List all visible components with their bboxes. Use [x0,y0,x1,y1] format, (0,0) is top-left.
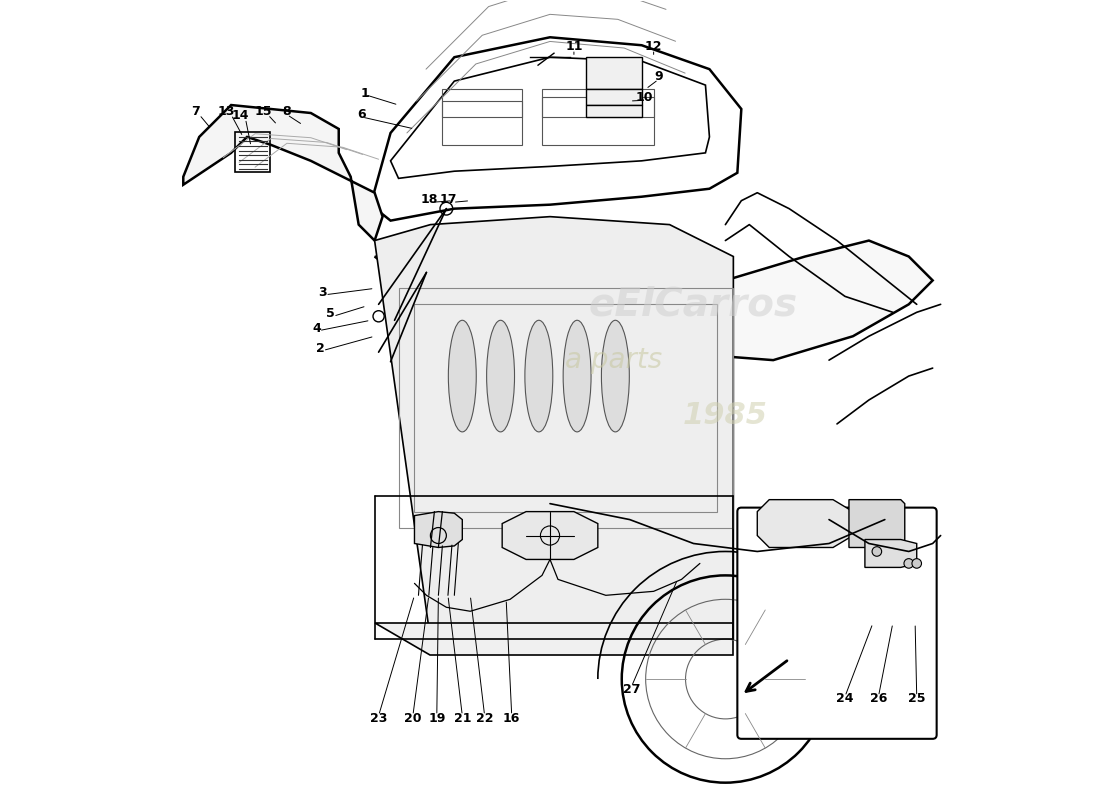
Text: 19: 19 [428,712,446,726]
Text: 13: 13 [218,105,235,118]
Text: 24: 24 [836,693,854,706]
Polygon shape [865,539,916,567]
FancyBboxPatch shape [586,105,641,117]
Polygon shape [757,500,852,547]
Text: 7: 7 [191,105,199,118]
FancyBboxPatch shape [586,57,641,89]
Text: 1: 1 [361,86,370,99]
Polygon shape [184,105,383,241]
Text: 20: 20 [404,712,421,726]
FancyBboxPatch shape [586,89,641,105]
Text: 8: 8 [283,105,292,118]
FancyBboxPatch shape [737,508,937,739]
Text: 1985: 1985 [683,402,768,430]
Text: 3: 3 [319,286,327,299]
Text: 6: 6 [358,108,366,121]
Circle shape [872,546,881,556]
Text: 26: 26 [870,693,887,706]
Text: a parts: a parts [565,346,662,374]
Text: 18: 18 [420,193,438,206]
Text: 16: 16 [503,712,520,726]
Text: 14: 14 [232,109,250,122]
Polygon shape [415,512,462,547]
Ellipse shape [486,320,515,432]
Ellipse shape [563,320,591,432]
Text: 27: 27 [623,683,640,696]
Text: 21: 21 [453,712,471,726]
Text: 9: 9 [654,70,662,83]
Text: 17: 17 [439,193,456,206]
Polygon shape [503,512,597,559]
Text: 12: 12 [645,40,662,54]
Text: 23: 23 [370,712,387,726]
Polygon shape [849,500,905,547]
Polygon shape [375,623,734,655]
Text: 4: 4 [312,322,321,334]
Circle shape [912,558,922,568]
Circle shape [904,558,913,568]
Text: 15: 15 [254,105,272,118]
Text: 22: 22 [476,712,494,726]
Text: eElCarros: eElCarros [588,286,799,323]
Polygon shape [375,241,933,360]
Text: 10: 10 [636,90,652,103]
Polygon shape [375,217,734,639]
Text: 11: 11 [565,40,583,54]
Ellipse shape [449,320,476,432]
Text: 5: 5 [326,307,334,321]
Text: 25: 25 [908,693,925,706]
Ellipse shape [525,320,553,432]
Text: 2: 2 [316,342,324,354]
Ellipse shape [602,320,629,432]
